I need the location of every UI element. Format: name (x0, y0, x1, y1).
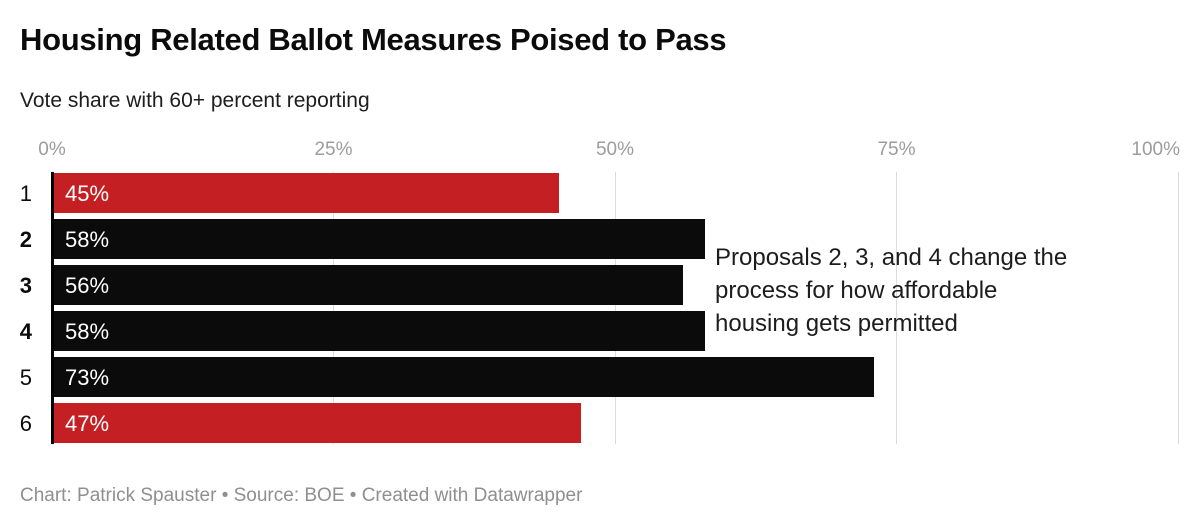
bar (52, 403, 582, 443)
x-tick-label: 0% (38, 139, 66, 160)
bar (52, 173, 559, 213)
bar-chart-plot-area: 1 45% 2 58% 3 56% 4 58% 5 73% 6 47% (20, 172, 1179, 444)
chart-subtitle: Vote share with 60+ percent reporting (20, 89, 370, 112)
bar-row: 3 56% (20, 265, 1178, 305)
chart-annotation: Proposals 2, 3, and 4 change the process… (715, 244, 1068, 337)
gridline (614, 172, 616, 444)
x-tick-label: 50% (595, 139, 635, 160)
x-tick-label: 75% (877, 139, 916, 160)
bar-row: 2 58% (20, 219, 1178, 259)
bar (52, 219, 706, 259)
bar (52, 357, 874, 397)
category-label: 4 (19, 319, 32, 344)
bar-row: 1 45% (20, 173, 1178, 213)
bar-value-label: 56% (65, 273, 110, 298)
x-tick-label: 100% (1131, 139, 1180, 160)
chart-footer: Chart: Patrick Spauster • Source: BOE • … (20, 485, 583, 506)
gridline (333, 172, 334, 444)
bar-row: 6 47% (20, 403, 1178, 443)
bar-value-label: 58% (65, 319, 110, 344)
category-label: 6 (19, 411, 32, 436)
x-axis: 0% 25% 50% 75% 100% (0, 139, 1200, 163)
chart-title: Housing Related Ballot Measures Poised t… (20, 22, 727, 57)
gridline (1177, 172, 1179, 444)
bar (52, 311, 706, 351)
bar-value-label: 47% (65, 411, 110, 436)
bar-value-label: 73% (65, 365, 110, 390)
zero-axis-line (51, 172, 54, 444)
category-label: 3 (19, 273, 32, 298)
x-tick-label: 25% (314, 139, 353, 160)
bar-row: 4 58% (20, 311, 1178, 351)
bar-value-label: 45% (65, 181, 110, 206)
category-label: 5 (19, 365, 32, 390)
category-label: 1 (19, 181, 32, 206)
bar-value-label: 58% (65, 227, 110, 252)
bar-row: 5 73% (20, 357, 1178, 397)
gridline (896, 172, 897, 444)
category-label: 2 (19, 227, 32, 252)
bar (52, 265, 683, 305)
